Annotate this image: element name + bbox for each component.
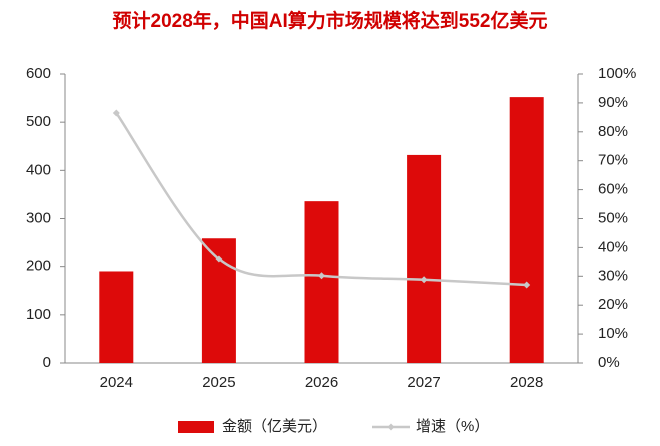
legend-marker — [387, 423, 395, 431]
y2-tick-label: 10% — [598, 325, 628, 342]
legend-swatch — [178, 421, 214, 433]
y-tick-label: 500 — [26, 113, 51, 130]
x-tick-label: 2024 — [100, 374, 133, 391]
y2-tick-label: 20% — [598, 296, 628, 313]
line — [115, 112, 527, 287]
y-tick-label: 300 — [26, 209, 51, 226]
bar — [99, 271, 134, 363]
y-tick-label: 400 — [26, 161, 51, 178]
y-tick-label: 0 — [43, 354, 51, 371]
y2-tick-label: 40% — [598, 238, 628, 255]
x-tick-label: 2025 — [202, 374, 235, 391]
y-tick-label: 100 — [26, 306, 51, 323]
y2-tick-label: 30% — [598, 267, 628, 284]
line-marker — [112, 109, 120, 117]
y2-tick-label: 0% — [598, 354, 620, 371]
y2-tick-label: 80% — [598, 123, 628, 140]
y-tick-label: 600 — [26, 65, 51, 82]
legend-label: 增速（%） — [416, 418, 489, 435]
y2-tick-label: 50% — [598, 209, 628, 226]
y-tick-label: 200 — [26, 258, 51, 275]
bar — [304, 201, 339, 363]
chart-title: 预计2028年，中国AI算力市场规模将达到552亿美元 — [113, 9, 548, 32]
bar — [407, 154, 442, 363]
y2-tick-label: 90% — [598, 94, 628, 111]
x-tick-label: 2028 — [510, 374, 543, 391]
x-tick-label: 2026 — [305, 374, 338, 391]
line-marker — [420, 276, 428, 284]
x-tick-label: 2027 — [407, 374, 440, 391]
line-marker — [215, 255, 223, 263]
bar — [509, 97, 544, 364]
y2-tick-label: 70% — [598, 152, 628, 169]
line-marker — [318, 272, 325, 280]
legend-label: 金额（亿美元） — [222, 418, 327, 435]
line-marker — [523, 281, 531, 289]
y2-tick-label: 60% — [598, 181, 628, 198]
y2-tick-label: 100% — [598, 65, 636, 82]
